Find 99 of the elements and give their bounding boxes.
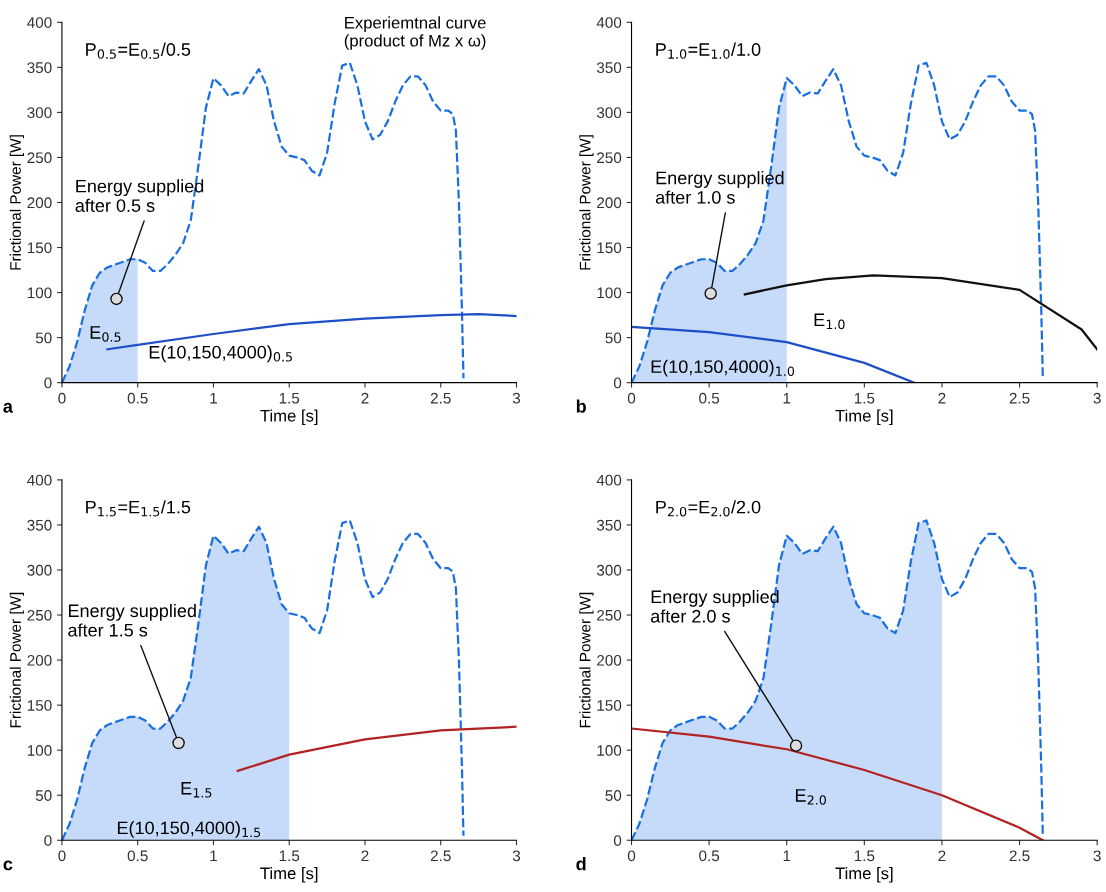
y-tick-label: 100 [27, 287, 52, 299]
y-tick-label: 100 [597, 745, 622, 756]
text: d [576, 857, 586, 871]
y-tick-label: 200 [27, 197, 52, 209]
x-tick-label: 2 [938, 850, 946, 862]
y-tick-label: 300 [596, 107, 622, 119]
x-tick-label: 1.5 [854, 392, 875, 404]
annotation: Energy supplied after 1.0 s [655, 171, 784, 204]
y-tick-label: 400 [27, 17, 52, 28]
y-tick-label: 250 [27, 152, 52, 164]
text: b [576, 399, 586, 413]
y-tick-label: 50 [35, 332, 52, 344]
annotation: Energy supplied after 1.5 s [68, 603, 196, 637]
y-tick-label: 300 [596, 564, 622, 576]
annotation: P$_{1.5}$=E$_{1.5}$/1.5 [86, 500, 191, 517]
x-tick-label: 2.5 [430, 850, 451, 862]
y-tick-label: 0 [44, 377, 52, 389]
y-tick-label: 150 [597, 242, 622, 254]
y-tick-label: 200 [27, 654, 52, 666]
annotation: P$_{0.5}$=E$_{0.5}$/0.5 [86, 42, 191, 59]
x-tick-label: 2.5 [430, 392, 451, 404]
annotation: P$_{2.0}$=E$_{2.0}$/2.0 [656, 500, 761, 517]
x-tick-label: 2 [361, 850, 369, 862]
x-tick-label: 2.5 [1009, 392, 1030, 404]
annotation: Energy supplied after 2.0 s [650, 589, 779, 623]
x-tick-label: 1 [783, 392, 791, 404]
annotation: Energy supplied after 0.5 s [75, 179, 204, 212]
x-axis-title: Time [s] [835, 409, 893, 425]
y-tick-label: 400 [596, 474, 622, 486]
line-series [743, 274, 1098, 351]
y-axis-title: Frictional Power [W] [579, 135, 594, 270]
y-axis-title: Frictional Power [W] [579, 592, 594, 728]
x-tick-label: 2.5 [1009, 850, 1030, 862]
y-axis-title: Frictional Power [W] [9, 135, 24, 270]
text: a [3, 402, 13, 413]
y-tick-label: 100 [27, 745, 52, 756]
y-tick-label: 350 [27, 519, 52, 531]
annotation: E$_{1.5}$ [181, 782, 212, 798]
y-axis-title: Frictional Power [W] [9, 592, 24, 728]
annotation: E(10,150,4000)$_{0.5}$ [149, 345, 292, 363]
x-tick-label: 0 [627, 392, 636, 404]
x-tick-label: 1.5 [279, 392, 300, 404]
x-tick-label: 3 [1093, 392, 1101, 404]
y-tick-label: 350 [27, 62, 52, 74]
annotation: E$_{2.0}$ [795, 789, 826, 805]
y-tick-label: 200 [597, 197, 622, 209]
line-series [631, 519, 1044, 841]
annotation: E(10,150,4000)$_{1.5}$ [117, 820, 261, 838]
line-series [61, 519, 465, 841]
y-tick-label: 250 [27, 609, 52, 621]
text: c [3, 860, 13, 871]
y-tick-label: 150 [27, 699, 52, 711]
y-tick-label: 150 [597, 699, 622, 711]
y-tick-label: 350 [596, 519, 622, 531]
x-axis-title: Time [s] [260, 409, 318, 425]
y-tick-label: 50 [35, 790, 52, 801]
x-tick-label: 0.5 [699, 850, 720, 862]
x-tick-label: 1.5 [279, 850, 300, 862]
y-tick-label: 100 [597, 287, 622, 299]
y-tick-label: 0 [44, 835, 52, 846]
annotation: E$_{1.0}$ [814, 313, 845, 330]
y-tick-label: 400 [596, 17, 622, 28]
x-tick-label: 0 [58, 850, 66, 862]
x-tick-label: 1.5 [854, 850, 875, 862]
annotation: E(10,150,4000)$_{1.0}$ [651, 359, 795, 377]
y-tick-label: 300 [27, 564, 52, 576]
y-tick-label: 200 [597, 654, 622, 666]
annotation: E$_{0.5}$ [90, 326, 121, 342]
y-tick-label: 350 [596, 62, 622, 74]
x-tick-label: 2 [361, 392, 369, 404]
y-tick-label: 150 [27, 242, 52, 254]
x-tick-label: 3 [1093, 850, 1101, 862]
y-tick-label: 300 [27, 107, 52, 119]
y-tick-label: 0 [613, 835, 622, 846]
y-tick-label: 250 [597, 152, 622, 164]
x-tick-label: 2 [938, 392, 946, 404]
line-series [631, 61, 1044, 383]
x-tick-label: 0 [627, 850, 636, 862]
x-tick-label: 0.5 [127, 392, 148, 404]
x-tick-label: 1 [210, 392, 217, 404]
x-tick-label: 1 [210, 850, 217, 862]
y-tick-label: 50 [605, 790, 622, 801]
annotation: P$_{1.0}$=E$_{1.0}$/1.0 [656, 42, 761, 59]
line-series [236, 725, 517, 772]
x-axis-title: Time [s] [260, 867, 318, 883]
y-tick-label: 0 [613, 377, 622, 389]
y-tick-label: 50 [605, 332, 622, 344]
line-series [631, 727, 1044, 841]
line-series [61, 61, 465, 383]
x-tick-label: 0.5 [699, 392, 720, 404]
annotation: Experiemtnal curve (product of Mz x ω) [344, 16, 486, 50]
x-tick-label: 0.5 [127, 850, 148, 862]
x-tick-label: 1 [783, 850, 791, 862]
y-tick-label: 400 [27, 474, 52, 486]
x-axis-title: Time [s] [835, 867, 893, 883]
x-tick-label: 0 [58, 392, 66, 404]
x-tick-label: 3 [512, 392, 521, 404]
x-tick-label: 3 [512, 850, 521, 862]
y-tick-label: 250 [597, 609, 622, 621]
